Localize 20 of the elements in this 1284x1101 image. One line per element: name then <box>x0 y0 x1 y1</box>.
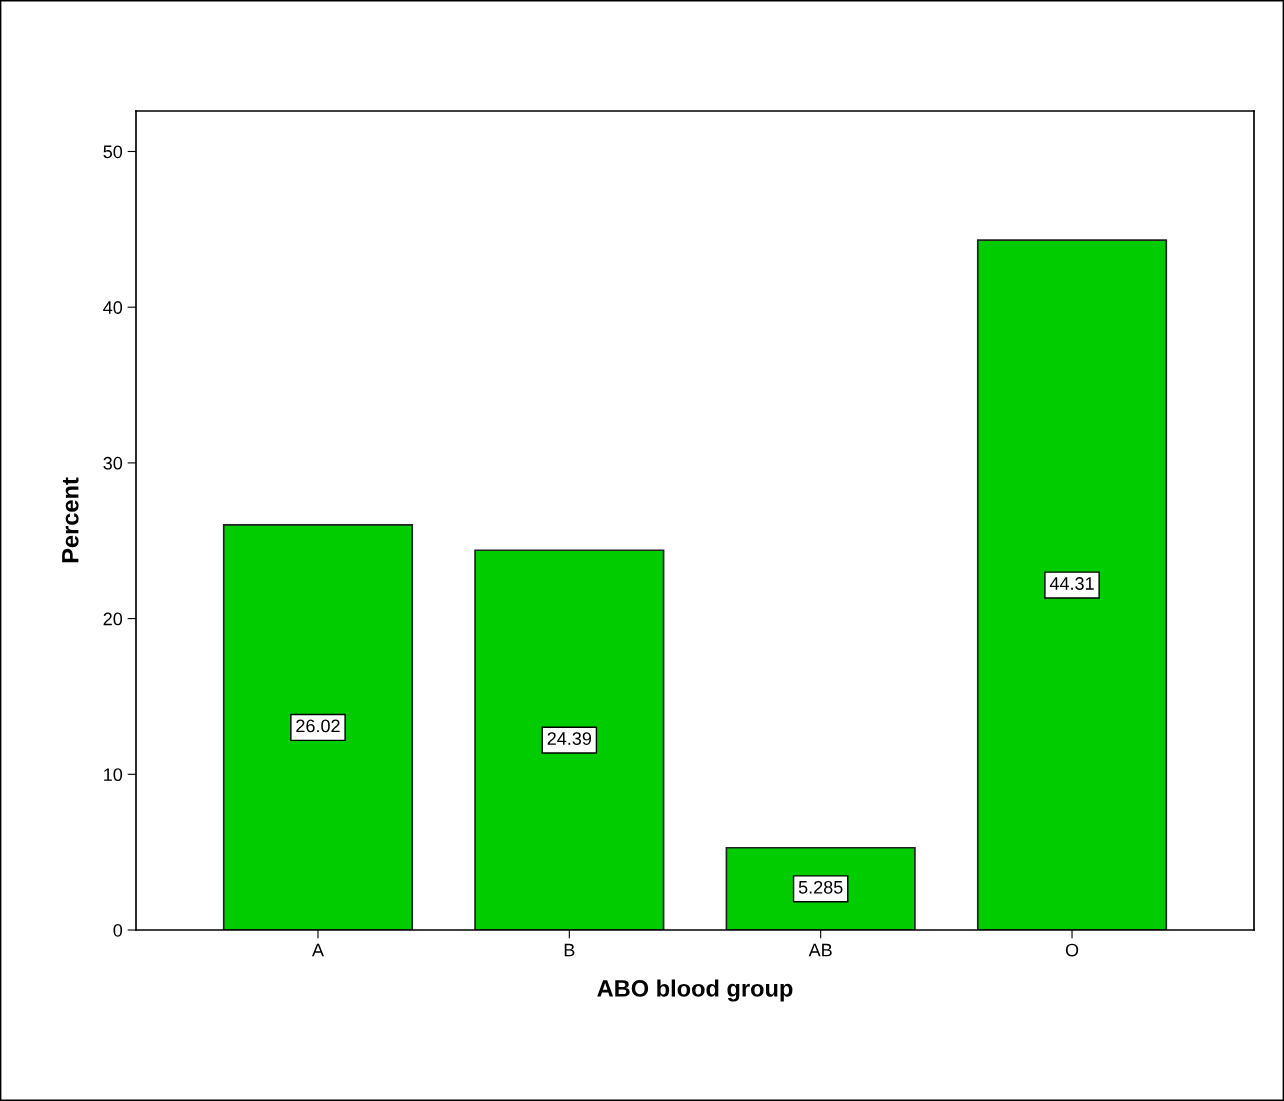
bar <box>222 524 414 930</box>
bar <box>725 846 916 930</box>
bar <box>474 549 665 930</box>
x-tick-label: AB <box>808 943 832 957</box>
bar <box>976 239 1168 930</box>
y-tick-label: 10 <box>104 768 123 782</box>
y-tick-label: 50 <box>103 145 123 159</box>
y-tick-label: 20 <box>103 612 123 626</box>
x-tick-label: O <box>1065 943 1079 957</box>
data-label: 44.31 <box>1049 577 1094 590</box>
y-tick-label: 30 <box>103 456 123 470</box>
y-tick-label: 0 <box>113 923 123 937</box>
data-label: 26.02 <box>296 719 340 733</box>
y-axis-title: Percent <box>62 477 79 563</box>
data-label: 5.285 <box>798 880 843 894</box>
y-tick-label: 40 <box>103 301 123 314</box>
x-tick-label: B <box>564 943 575 957</box>
data-label: 24.39 <box>547 732 592 745</box>
x-tick-label: A <box>311 943 324 957</box>
x-axis-title: ABO blood group <box>597 979 793 1002</box>
